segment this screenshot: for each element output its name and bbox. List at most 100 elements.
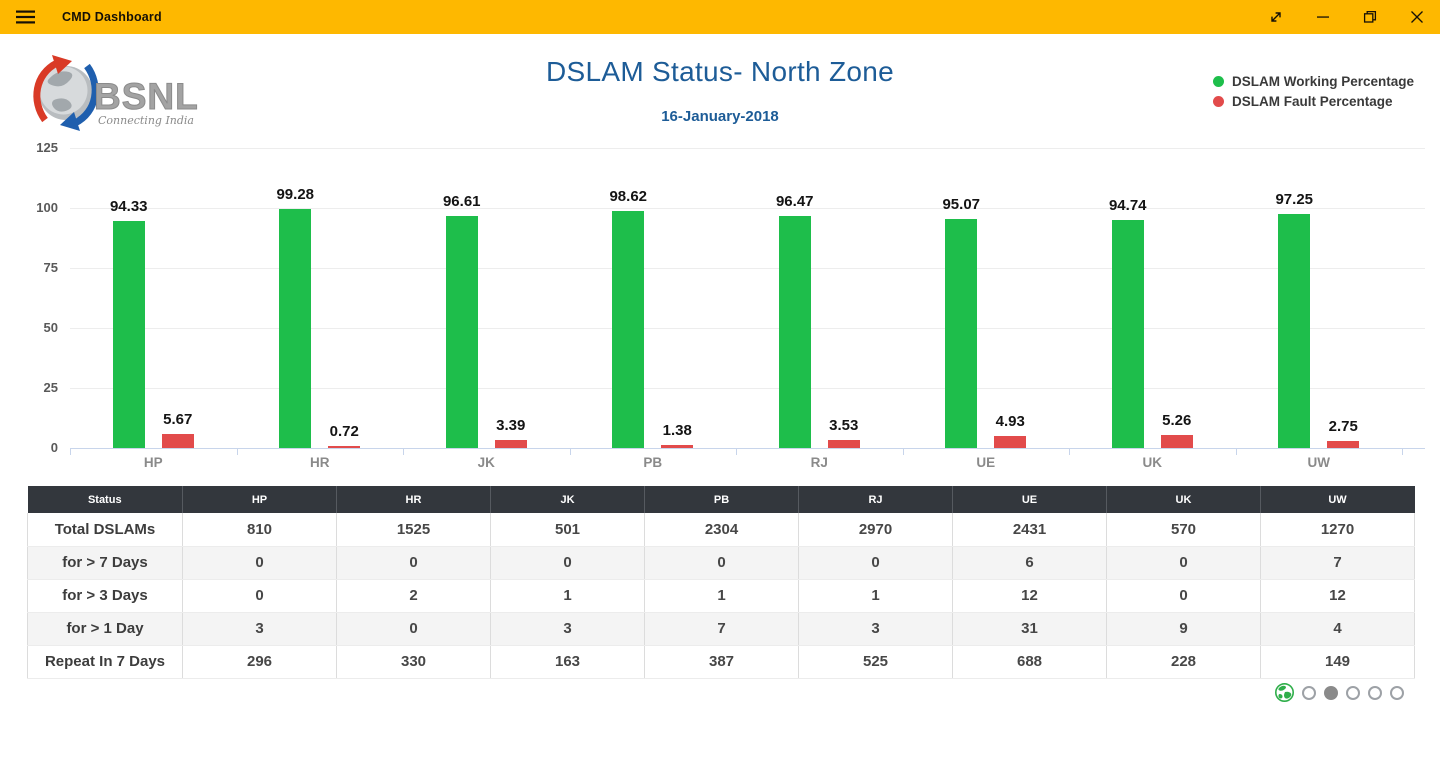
fault-bar-HR[interactable] <box>328 446 361 448</box>
table-header-cell: HR <box>336 486 491 513</box>
table-header-row: Status HP HR JK PB RJ UE UK UW <box>27 486 1415 513</box>
table-cell: 0 <box>798 546 953 580</box>
working-bar-UE[interactable] <box>945 219 978 448</box>
table-cell: 2304 <box>644 513 799 547</box>
y-axis-tick-label: 25 <box>43 379 58 395</box>
working-bar-UK[interactable] <box>1111 220 1144 448</box>
minimize-icon <box>1316 16 1329 18</box>
legend-label: DSLAM Working Percentage <box>1231 74 1414 89</box>
table-cell: 387 <box>644 645 799 679</box>
table-cell: 0 <box>1106 579 1261 613</box>
table-cell: 296 <box>182 645 337 679</box>
bar-value-label: 4.93 <box>995 413 1025 431</box>
restore-button[interactable] <box>1346 0 1393 34</box>
table-row: for > 1 Day 3 0 3 7 3 31 9 4 <box>27 612 1415 646</box>
table-cell: 12 <box>952 579 1107 613</box>
bar-value-label: 3.53 <box>829 416 859 434</box>
x-axis-tick <box>70 448 71 455</box>
fullscreen-button[interactable] <box>1252 0 1299 34</box>
fault-bar-UK[interactable] <box>1160 435 1193 448</box>
hamburger-icon <box>15 10 35 24</box>
x-axis-label-HP: HP <box>143 455 163 470</box>
working-bar-PB[interactable] <box>612 210 645 448</box>
page-indicator <box>1275 683 1404 702</box>
x-axis-label-UK: UK <box>1142 455 1163 470</box>
bsnl-tagline-text: Connecting India <box>98 114 194 127</box>
legend-dot-icon <box>1212 76 1224 87</box>
pagination-dot-1[interactable] <box>1302 685 1316 700</box>
hamburger-menu-button[interactable] <box>0 0 50 34</box>
bar-value-label: 5.26 <box>1162 412 1192 430</box>
table-row: for > 3 Days 0 2 1 1 1 12 0 12 <box>27 579 1415 613</box>
x-axis-label-RJ: RJ <box>810 455 828 470</box>
table-row: Repeat In 7 Days 296 330 163 387 525 688 228 149 <box>27 645 1415 679</box>
legend-item-working[interactable]: DSLAM Working Percentage <box>1212 74 1414 89</box>
fault-bar-RJ[interactable] <box>827 439 860 448</box>
table-cell: 330 <box>336 645 491 679</box>
y-axis-tick-label: 125 <box>36 139 58 155</box>
chart-gridline <box>70 207 1425 209</box>
table-cell: 163 <box>490 645 645 679</box>
bar-value-label: 96.61 <box>442 192 481 210</box>
bsnl-brand-text: BSNL <box>94 76 199 117</box>
fault-bar-UE[interactable] <box>994 436 1027 448</box>
bar-value-label: 3.39 <box>496 416 526 434</box>
legend-item-fault[interactable]: DSLAM Fault Percentage <box>1212 94 1414 109</box>
minimize-button[interactable] <box>1299 0 1346 34</box>
x-axis-tick <box>569 448 571 455</box>
bar-value-label: 99.28 <box>276 186 315 204</box>
working-bar-HP[interactable] <box>112 221 145 448</box>
x-axis-tick <box>403 448 404 455</box>
table-cell: 31 <box>952 612 1107 646</box>
chart-gridline <box>70 387 1425 389</box>
bar-value-label: 96.47 <box>775 193 814 211</box>
legend-dot-icon <box>1212 96 1224 107</box>
table-cell: 9 <box>1106 612 1261 646</box>
table-cell: 688 <box>952 645 1107 679</box>
working-bar-HR[interactable] <box>279 209 312 448</box>
table-cell: 1 <box>798 579 953 613</box>
bar-value-label: 0.72 <box>329 423 359 441</box>
table-cell: 810 <box>182 513 337 547</box>
working-bar-RJ[interactable] <box>778 216 811 448</box>
table-cell: 3 <box>798 612 953 646</box>
table-cell: 525 <box>798 645 953 679</box>
pagination-dot-3[interactable] <box>1346 685 1360 700</box>
x-axis-tick <box>1235 448 1237 455</box>
x-axis-tick <box>236 448 238 455</box>
working-bar-JK[interactable] <box>445 215 478 448</box>
table-row-label: Repeat In 7 Days <box>27 645 183 679</box>
fault-bar-HP[interactable] <box>161 434 194 448</box>
table-cell: 0 <box>182 546 337 580</box>
table-row: for > 7 Days 0 0 0 0 0 6 0 7 <box>27 546 1415 580</box>
table-header-cell: UW <box>1260 486 1415 513</box>
table-row-label: Total DSLAMs <box>27 513 183 547</box>
table-row-label: for > 7 Days <box>27 546 183 580</box>
working-bar-UW[interactable] <box>1278 214 1311 448</box>
globe-icon[interactable] <box>1275 683 1294 702</box>
table-cell: 1 <box>644 579 799 613</box>
fault-bar-JK[interactable] <box>494 439 527 448</box>
table-header-cell: Status <box>27 486 183 513</box>
table-row-label: for > 3 Days <box>27 579 183 613</box>
fault-bar-UW[interactable] <box>1327 441 1360 448</box>
bar-value-label: 98.62 <box>609 187 648 205</box>
bar-value-label: 2.75 <box>1328 418 1358 436</box>
table-cell: 228 <box>1106 645 1261 679</box>
y-axis-tick-label: 50 <box>43 319 58 335</box>
close-button[interactable] <box>1393 0 1440 34</box>
bar-value-label: 94.74 <box>1108 197 1147 215</box>
bar-value-label: 5.67 <box>163 411 193 429</box>
pagination-dot-5[interactable] <box>1390 685 1404 700</box>
pagination-dot-4[interactable] <box>1368 685 1382 700</box>
bar-value-label: 95.07 <box>942 196 981 214</box>
table-cell: 3 <box>490 612 645 646</box>
table-cell: 0 <box>182 579 337 613</box>
dslam-status-bar-chart: 0 25 50 75 100 125 94.33 99.28 96.61 98.62 96.47 95… <box>0 138 1440 483</box>
table-header-cell: UK <box>1106 486 1261 513</box>
fault-bar-PB[interactable] <box>661 444 694 448</box>
pagination-dot-2[interactable] <box>1324 685 1338 700</box>
table-header-cell: UE <box>952 486 1107 513</box>
table-cell: 501 <box>490 513 645 547</box>
restore-icon <box>1363 10 1376 23</box>
